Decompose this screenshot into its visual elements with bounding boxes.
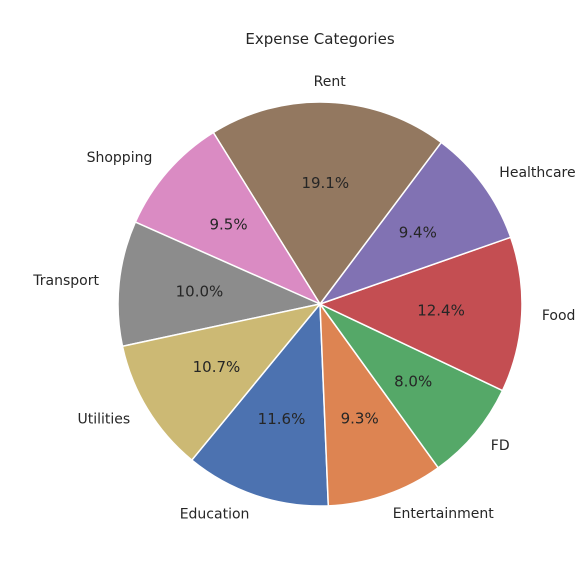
pie-slice-rent <box>212 101 443 306</box>
pie-slice-entertainment <box>319 301 440 507</box>
pie-percent-utilities: 10.7% <box>193 358 241 376</box>
pie-percent-shopping: 9.5% <box>210 215 248 233</box>
pie-label-rent: Rent <box>314 74 347 90</box>
pie-slice-fd <box>319 303 504 469</box>
pie-slice-shopping <box>134 131 322 306</box>
pie-slices <box>117 101 523 507</box>
pie-label-food: Food <box>542 308 576 324</box>
pie-label-healthcare: Healthcare <box>499 165 575 181</box>
pie-percent-healthcare: 9.4% <box>399 223 437 241</box>
pie-percent-education: 11.6% <box>258 410 306 428</box>
pie-percent-labels: 11.6% 9.3% 8.0% 12.4% 9.4% 19.1% 9.5% 10.0% 10.7… <box>176 174 465 428</box>
pie-percent-food: 12.4% <box>417 301 465 319</box>
pie-percent-entertainment: 9.3% <box>341 410 379 428</box>
pie-label-shopping: Shopping <box>87 150 153 166</box>
pie-category-labels: Education Entertainment FD Food Healthcare Re… <box>32 74 575 523</box>
pie-label-fd: FD <box>491 438 510 454</box>
pie-slice-utilities <box>121 302 322 462</box>
pie-slice-transport <box>117 221 323 348</box>
pie-slice-education <box>190 302 330 507</box>
pie-slice-healthcare <box>317 141 512 306</box>
pie-label-utilities: Utilities <box>78 412 131 428</box>
pie-label-transport: Transport <box>32 273 99 289</box>
pie-slice-food <box>318 236 523 392</box>
pie-percent-transport: 10.0% <box>176 282 224 300</box>
pie-percent-fd: 8.0% <box>394 373 432 391</box>
pie-label-education: Education <box>180 507 250 523</box>
chart-title: Expense Categories <box>245 30 394 48</box>
pie-label-entertainment: Entertainment <box>393 506 495 522</box>
pie-percent-rent: 19.1% <box>301 174 349 192</box>
